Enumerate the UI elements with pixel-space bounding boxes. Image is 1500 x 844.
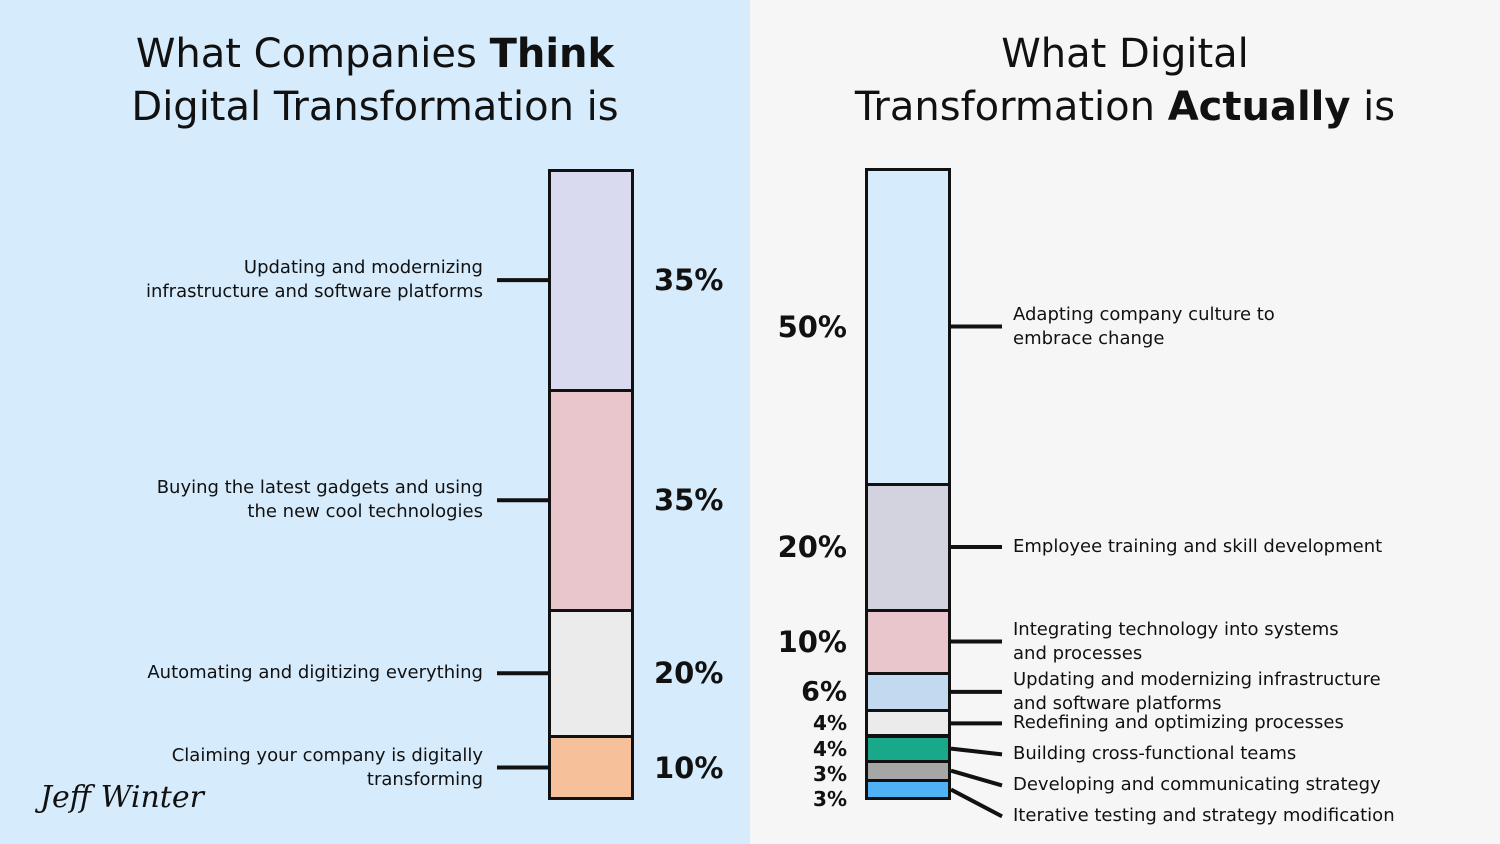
category-label: Updating and modernizing infrastructure …: [145, 257, 483, 303]
value-label: 20%: [654, 656, 724, 691]
value-label: 20%: [777, 530, 847, 564]
bar-segment: [865, 778, 951, 801]
value-label: 4%: [813, 711, 847, 736]
value-label: 3%: [813, 786, 847, 811]
category-label: Building cross-functional teams: [1013, 743, 1297, 765]
value-label: 50%: [777, 309, 847, 344]
value-label: 10%: [654, 750, 724, 785]
category-label: Adapting company culture to embrace chan…: [1013, 303, 1275, 349]
bar-segment: [548, 608, 634, 738]
category-label: Automating and digitizing everything: [147, 662, 483, 684]
connector: [950, 787, 1003, 819]
value-label: 35%: [654, 263, 724, 298]
connector: [950, 746, 1003, 757]
category-label: Buying the latest gadgets and using the …: [156, 477, 483, 523]
chart-title: What Digital Transformation Actually is: [854, 31, 1396, 130]
value-label: 6%: [801, 676, 847, 708]
connector: [950, 768, 1003, 788]
category-label: Integrating technology into systems and …: [1013, 618, 1339, 664]
value-label: 10%: [777, 624, 847, 659]
category-label: Iterative testing and strategy modificat…: [1013, 805, 1395, 827]
value-label: 35%: [654, 483, 724, 518]
category-label: Updating and modernizing infrastructure …: [1013, 668, 1381, 714]
chart-title: What Companies Think Digital Transformat…: [131, 31, 619, 130]
value-label: 4%: [813, 736, 847, 761]
bar-segment: [865, 167, 951, 486]
category-label: Employee training and skill development: [1013, 536, 1383, 557]
bar-segment: [548, 168, 634, 392]
category-label: Developing and communicating strategy: [1013, 774, 1381, 796]
signature: Jeff Winter: [40, 780, 204, 815]
bar-segment: [548, 734, 634, 801]
category-label: Redefining and optimizing processes: [1013, 712, 1344, 734]
category-label: Claiming your company is digitally trans…: [171, 744, 483, 790]
value-label: 3%: [813, 761, 847, 786]
bar-segment: [548, 388, 634, 612]
